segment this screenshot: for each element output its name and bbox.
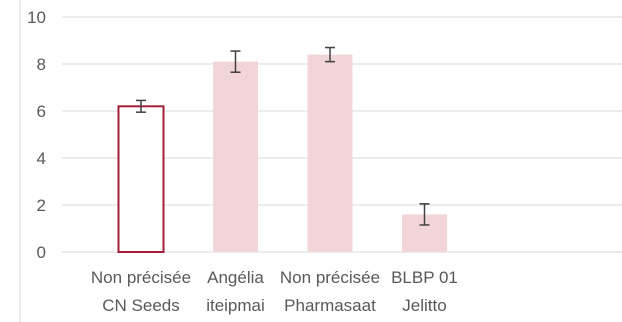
- bar: [213, 61, 258, 253]
- y-tick-label: 8: [37, 55, 46, 74]
- bar: [117, 105, 165, 253]
- y-tick-label: 6: [37, 102, 46, 121]
- error-bar: [419, 203, 430, 226]
- x-axis-labels: Non précisée CN Seeds Angélia iteipmai Non p…: [91, 268, 458, 315]
- x-category-label: Non précisée: [280, 268, 380, 287]
- x-category-label: Pharmasaat: [284, 296, 376, 315]
- bars: [117, 54, 447, 253]
- x-category-label: iteipmai: [206, 296, 265, 315]
- x-category-label: CN Seeds: [102, 296, 179, 315]
- bar: [307, 54, 353, 252]
- y-tick-label: 4: [37, 149, 46, 168]
- error-bar: [325, 46, 335, 63]
- x-category-label: Non précisée: [91, 268, 191, 287]
- y-tick-label: 0: [37, 243, 46, 262]
- x-category-label: BLBP 01: [391, 268, 458, 287]
- error-bar: [136, 99, 146, 113]
- x-category-label: Jelitto: [402, 296, 446, 315]
- y-tick-label: 10: [27, 8, 46, 27]
- error-bars: [136, 46, 430, 226]
- x-category-label: Angélia: [207, 268, 264, 287]
- y-axis-ticks: 0 2 4 6 8 10: [27, 8, 46, 262]
- y-tick-label: 2: [37, 196, 46, 215]
- error-bar: [230, 50, 241, 73]
